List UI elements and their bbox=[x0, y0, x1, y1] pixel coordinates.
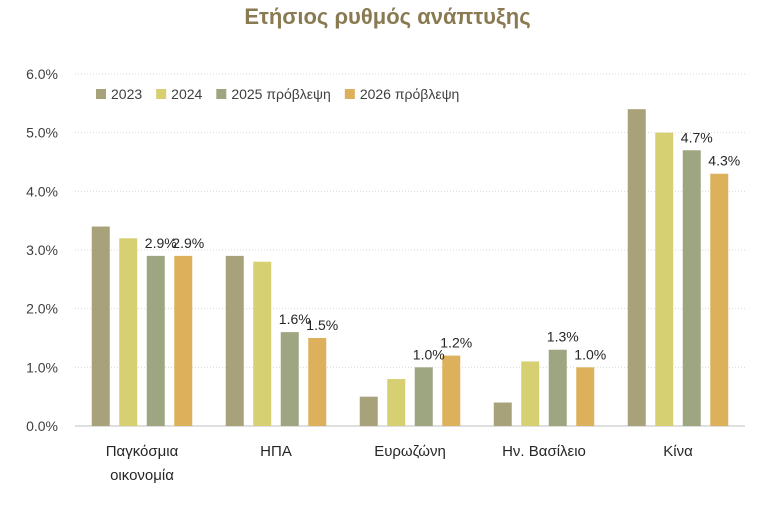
category-label: Παγκόσμια bbox=[106, 443, 179, 460]
bar bbox=[119, 238, 138, 426]
category-label: Ευρωζώνη bbox=[374, 443, 446, 460]
legend-label: 2023 bbox=[111, 86, 142, 102]
bar bbox=[710, 173, 729, 426]
y-tick-label: 6.0% bbox=[26, 66, 58, 82]
legend-swatch bbox=[156, 89, 167, 99]
y-tick-label: 1.0% bbox=[26, 359, 58, 375]
bar bbox=[493, 402, 512, 426]
y-tick-label: 5.0% bbox=[26, 125, 58, 141]
data-label: 1.2% bbox=[440, 335, 472, 351]
category-label: οικονομία bbox=[110, 467, 174, 484]
bar bbox=[576, 367, 595, 426]
legend-swatch bbox=[344, 89, 355, 99]
bar bbox=[308, 338, 327, 426]
y-tick-label: 3.0% bbox=[26, 242, 58, 258]
bar bbox=[225, 255, 244, 426]
bar bbox=[548, 349, 567, 426]
category-label: Κίνα bbox=[663, 443, 693, 460]
data-label: 2.9% bbox=[172, 235, 204, 251]
bar bbox=[253, 261, 272, 426]
data-label: 1.0% bbox=[413, 346, 445, 362]
data-labels: 2.9%2.9%1.6%1.5%1.0%1.2% 1.3%1.0%4.7%4.3% bbox=[145, 129, 740, 362]
data-label: 1.0% bbox=[574, 346, 606, 362]
legend-swatch bbox=[96, 89, 106, 99]
legend-label: 2026 πρόβλεψη bbox=[360, 86, 460, 102]
y-tick-label: 2.0% bbox=[26, 301, 58, 317]
y-axis: 0.0% 1.0% 2.0% 3.0% 4.0% 5.0% 6.0% bbox=[26, 66, 58, 434]
category-label: Ην. Βασίλειο bbox=[502, 443, 586, 460]
bar bbox=[280, 332, 299, 426]
bar bbox=[627, 109, 646, 426]
bar bbox=[414, 367, 433, 426]
data-label: 4.3% bbox=[708, 153, 740, 169]
bar bbox=[359, 396, 378, 426]
bar bbox=[682, 150, 701, 426]
bar bbox=[521, 361, 540, 426]
legend: 2023 2024 2025 πρόβλεψη 2026 πρόβλεψη bbox=[96, 86, 459, 102]
data-label: 1.5% bbox=[306, 317, 338, 333]
legend-label: 2024 bbox=[171, 86, 202, 102]
data-label: 4.7% bbox=[681, 129, 713, 145]
y-tick-label: 0.0% bbox=[26, 418, 58, 434]
x-axis: Παγκόσμια οικονομία ΗΠΑ Ευρωζώνη Ην. Βασίλει… bbox=[106, 443, 693, 484]
bar bbox=[91, 226, 110, 426]
legend-swatch bbox=[216, 89, 227, 99]
y-tick-label: 4.0% bbox=[26, 183, 58, 199]
bars bbox=[91, 109, 729, 426]
data-label: 2.9% bbox=[145, 235, 177, 251]
bar bbox=[387, 379, 406, 426]
bar bbox=[146, 255, 165, 426]
bar bbox=[655, 132, 674, 426]
chart-title: Ετήσιος ρυθμός ανάπτυξης bbox=[244, 4, 531, 29]
bar bbox=[174, 255, 193, 426]
legend-label: 2025 πρόβλεψη bbox=[231, 86, 331, 102]
data-label: 1.3% bbox=[547, 329, 579, 345]
category-label: ΗΠΑ bbox=[260, 443, 292, 460]
data-label: 1.6% bbox=[279, 311, 311, 327]
bar bbox=[442, 355, 461, 426]
